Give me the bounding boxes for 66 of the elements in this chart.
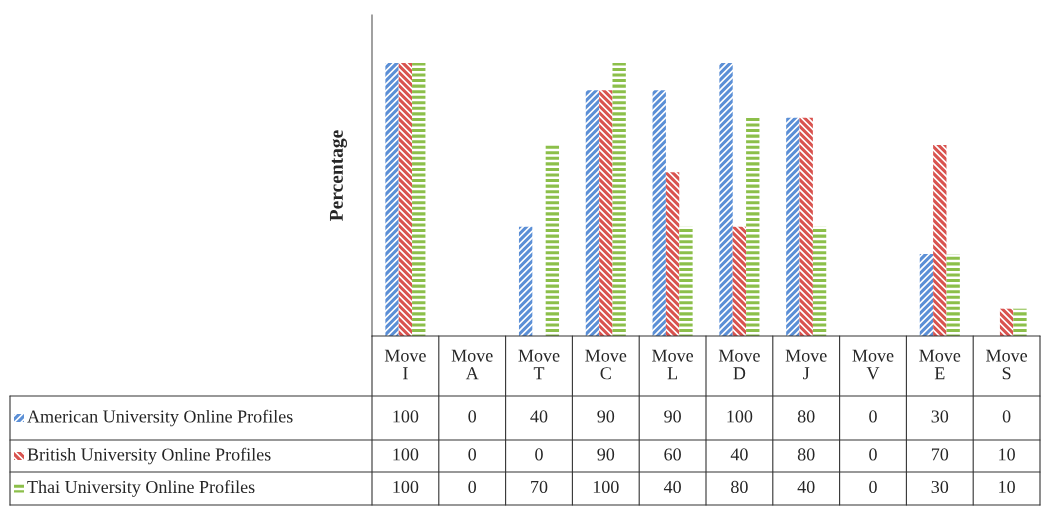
data-label: 40 xyxy=(663,480,681,494)
x-tick-label: Move L xyxy=(652,349,694,380)
x-tick-label: Move C xyxy=(585,349,627,380)
data-label: 0 xyxy=(468,448,477,461)
x-tick-label: Move J xyxy=(785,349,827,380)
data-label: 100 xyxy=(393,410,419,423)
bar xyxy=(518,226,533,336)
bar xyxy=(398,63,413,336)
data-label: 0 xyxy=(468,410,477,423)
y-axis-title: Percentage xyxy=(329,130,347,221)
data-label: 10 xyxy=(999,480,1015,494)
data-label: 0 xyxy=(869,480,877,494)
data-label: 0 xyxy=(1002,410,1011,423)
data-label: 0 xyxy=(869,448,877,461)
data-label: 80 xyxy=(797,410,815,423)
bar xyxy=(599,90,613,336)
data-label: 0 xyxy=(468,480,477,494)
data-label: 100 xyxy=(727,410,753,423)
data-label: 0 xyxy=(535,448,543,461)
bar xyxy=(679,226,693,336)
bar xyxy=(719,63,733,336)
data-label: 100 xyxy=(393,480,419,494)
data-label: 0 xyxy=(869,410,877,423)
data-label: 30 xyxy=(931,410,949,423)
data-label: 40 xyxy=(797,480,815,494)
bar xyxy=(385,63,399,336)
bar xyxy=(933,144,947,336)
bar xyxy=(412,63,426,336)
data-label: 60 xyxy=(664,448,681,461)
data-label: 90 xyxy=(597,448,615,461)
bar xyxy=(652,90,666,336)
data-label: 40 xyxy=(730,448,748,461)
bar xyxy=(799,117,813,336)
data-label: 90 xyxy=(597,410,615,423)
x-tick-label: Move I xyxy=(384,349,426,380)
legend-label: American University Online Profiles xyxy=(27,409,293,427)
bar xyxy=(946,254,960,336)
bar xyxy=(545,144,560,336)
bar xyxy=(746,117,760,336)
bar xyxy=(786,117,800,336)
data-label: 30 xyxy=(931,480,949,494)
bar xyxy=(999,308,1014,336)
x-tick-label: Move E xyxy=(919,349,961,380)
data-label: 80 xyxy=(797,448,815,461)
data-label: 90 xyxy=(664,410,681,423)
bar xyxy=(732,226,747,336)
bar xyxy=(585,90,600,336)
data-label: 80 xyxy=(731,480,748,494)
data-label: 40 xyxy=(530,410,548,423)
data-label: 70 xyxy=(931,448,949,461)
legend-label: Thai University Online Profiles xyxy=(27,480,255,497)
x-tick-label: Move D xyxy=(718,349,760,380)
x-tick-label: Move S xyxy=(986,349,1028,380)
bar xyxy=(1013,308,1027,336)
data-label: 100 xyxy=(393,448,419,461)
bar xyxy=(812,226,827,336)
bar xyxy=(612,63,626,336)
x-tick-label: Move T xyxy=(518,349,560,380)
data-label: 70 xyxy=(531,480,548,494)
data-label: 10 xyxy=(999,448,1015,461)
x-tick-label: Move V xyxy=(852,349,894,380)
legend-label: British University Online Profiles xyxy=(27,447,271,465)
x-tick-label: Move A xyxy=(451,349,493,380)
data-label: 100 xyxy=(593,480,619,494)
bar xyxy=(665,172,680,336)
bar xyxy=(919,254,934,336)
